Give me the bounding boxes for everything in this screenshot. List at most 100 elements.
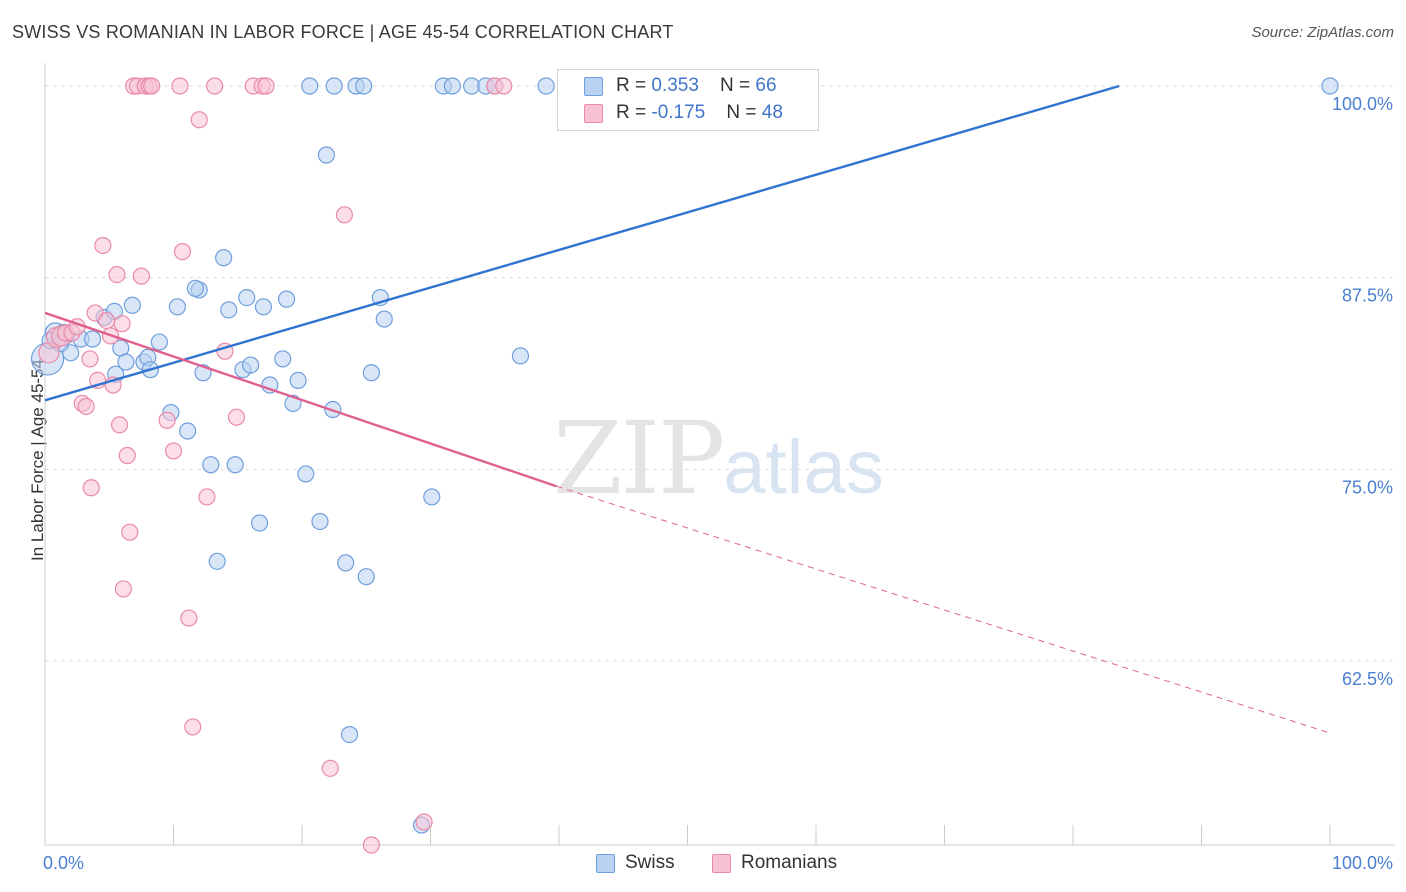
swiss-point — [423, 488, 441, 506]
swiss-point — [362, 364, 380, 382]
romanians-trend-line — [44, 311, 557, 488]
romanians-point — [190, 111, 208, 129]
swiss-point — [357, 568, 375, 586]
swiss-trend-line — [44, 84, 1120, 402]
swiss-point — [375, 310, 393, 328]
romanians-r-value: -0.175 — [651, 102, 706, 123]
chart-title: SWISS VS ROMANIAN IN LABOR FORCE | AGE 4… — [12, 22, 674, 42]
x-tick-label: 0.0% — [43, 853, 84, 873]
romanians-point — [198, 488, 216, 506]
swiss-point — [277, 290, 296, 308]
swiss-point — [123, 296, 141, 314]
romanians-point — [158, 411, 176, 429]
romanians-n-value: 48 — [761, 102, 783, 123]
swiss-point — [186, 279, 204, 297]
romanians-point — [415, 813, 433, 831]
swiss-point — [208, 552, 226, 570]
romanians-point — [257, 77, 275, 95]
legend-swiss-text: R = 0.353 N = 66 — [616, 75, 777, 97]
romanians-point — [82, 479, 100, 497]
romanians-points — [38, 77, 513, 854]
swiss-point — [215, 249, 233, 267]
swiss-point — [340, 725, 359, 744]
chart-source: Source: ZipAtlas.com — [1251, 24, 1394, 41]
trend-lines — [44, 84, 1331, 734]
swiss-point — [325, 77, 343, 95]
romanians-point — [495, 77, 513, 95]
romanians-point — [206, 77, 224, 95]
swiss-point — [168, 298, 186, 316]
romanians-point — [184, 718, 202, 736]
swiss-point — [297, 465, 315, 483]
romanians-point — [121, 523, 139, 541]
bottom-legend-romanians: Romanians — [712, 852, 837, 874]
swiss-point — [202, 456, 220, 474]
swiss-n-label: N = — [720, 75, 756, 96]
watermark-zip: ZIP — [553, 400, 725, 517]
romanians-point — [110, 416, 129, 434]
bottom-swiss-swatch — [596, 853, 615, 873]
romanians-point — [113, 315, 131, 333]
correlation-legend: R = 0.353 N = 66 R = -0.175 N = 48 — [557, 69, 819, 131]
swiss-point — [317, 146, 336, 164]
swiss-r-value: 0.353 — [651, 75, 699, 96]
swiss-point — [226, 456, 244, 474]
tick-labels: 100.0% 87.5% 75.0% 62.5% 0.0% 100.0% — [43, 94, 1393, 873]
watermark-atlas: atlas — [723, 425, 884, 510]
axes — [44, 63, 1395, 846]
y-tick-label: 75.0% — [1342, 477, 1393, 497]
legend-romanians-text: R = -0.175 N = 48 — [616, 102, 783, 124]
romanians-point — [108, 266, 126, 284]
romanians-point — [114, 580, 132, 598]
x-tick-label: 100.0% — [1332, 853, 1393, 873]
swiss-point — [250, 514, 269, 532]
swiss-point — [311, 512, 329, 531]
bottom-romanians-label: Romanians — [741, 852, 838, 873]
swiss-points — [30, 77, 1339, 834]
romanians-point — [77, 397, 95, 416]
swiss-point — [355, 77, 373, 95]
romanians-point — [173, 243, 192, 261]
swiss-r-label: R = — [616, 75, 652, 96]
y-tick-label: 62.5% — [1342, 669, 1393, 689]
swiss-point — [117, 353, 135, 371]
y-tick-label: 100.0% — [1332, 94, 1393, 114]
swiss-point — [179, 422, 197, 440]
romanians-point — [227, 408, 246, 426]
romanians-point — [81, 350, 99, 368]
romanians-point — [94, 236, 112, 255]
bottom-romanians-swatch — [712, 853, 731, 873]
swiss-swatch — [584, 76, 603, 96]
romanians-point — [118, 446, 136, 465]
romanians-swatch — [584, 103, 603, 123]
swiss-point — [443, 77, 461, 95]
bottom-legend-swiss: Swiss — [596, 852, 675, 874]
romanians-point — [164, 442, 183, 460]
romanians-r-label: R = — [616, 102, 652, 123]
swiss-point — [274, 350, 292, 368]
swiss-point — [220, 301, 238, 319]
romanians-point — [362, 836, 380, 854]
swiss-point — [1321, 77, 1339, 95]
bottom-swiss-label: Swiss — [625, 852, 675, 873]
swiss-point — [337, 554, 355, 572]
swiss-point — [537, 77, 555, 95]
romanians-n-label: N = — [726, 102, 762, 123]
swiss-point — [83, 330, 102, 348]
romanians-point — [321, 759, 339, 777]
swiss-point — [238, 289, 256, 307]
romanians-point — [98, 312, 116, 330]
romanians-point — [171, 77, 189, 95]
romanians-trend-extension — [556, 485, 1331, 734]
swiss-point — [289, 371, 307, 389]
y-tick-label: 87.5% — [1342, 286, 1393, 306]
romanians-point — [180, 609, 198, 627]
romanians-point — [143, 77, 161, 95]
romanians-point — [132, 267, 150, 285]
swiss-point — [150, 333, 168, 351]
swiss-point — [242, 356, 260, 374]
zipatlas-watermark: ZIPatlas — [553, 400, 884, 517]
swiss-point — [301, 77, 319, 95]
swiss-point — [511, 347, 530, 365]
